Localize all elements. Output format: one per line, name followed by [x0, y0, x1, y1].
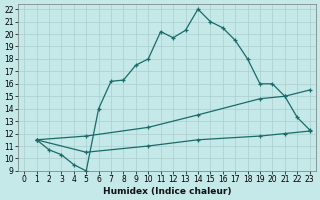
X-axis label: Humidex (Indice chaleur): Humidex (Indice chaleur)	[103, 187, 231, 196]
